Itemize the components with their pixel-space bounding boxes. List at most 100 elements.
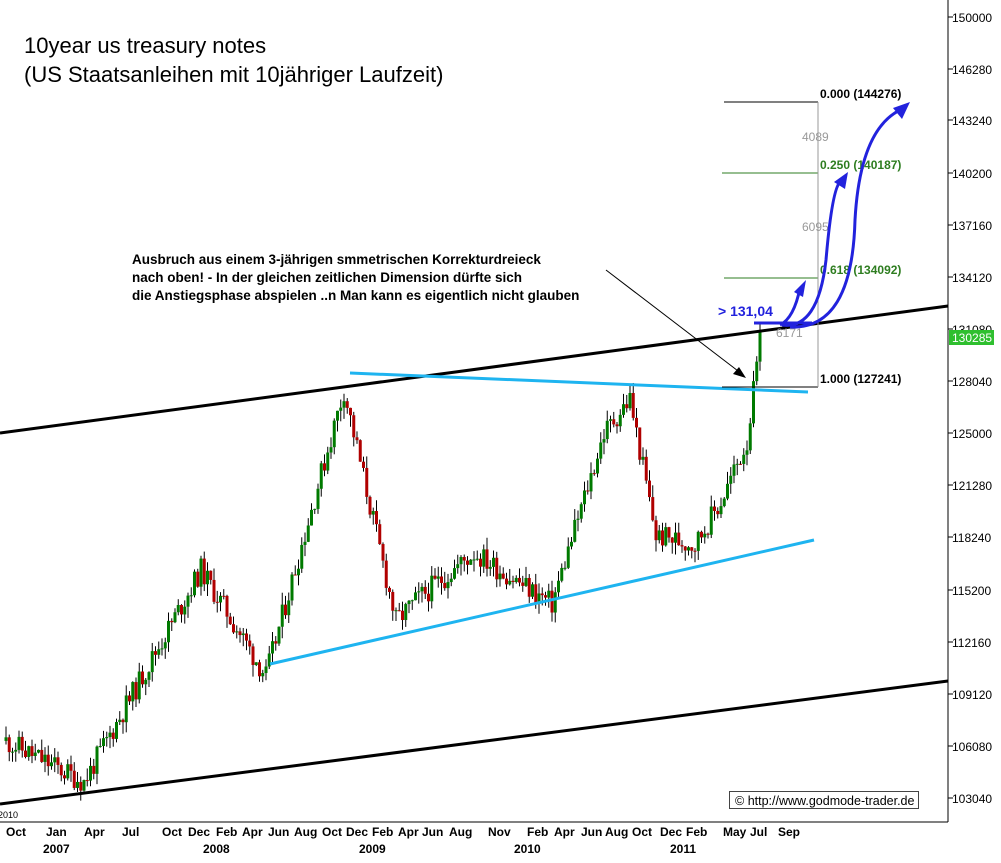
candle-body [219, 595, 222, 603]
candle-body [644, 456, 648, 481]
candle-body [89, 765, 92, 781]
candle-body [531, 584, 534, 597]
candle-body [407, 600, 411, 605]
x-tick-label: Feb [372, 825, 393, 839]
breakout-label: > 131,04 [718, 303, 773, 319]
y-tick-label: 121280 [952, 479, 992, 493]
candle-body [264, 666, 268, 674]
candle-body [479, 558, 482, 567]
candle-body [85, 780, 89, 782]
candle-body [215, 601, 219, 603]
candle-body [280, 604, 284, 627]
candle-body [719, 506, 723, 515]
x-tick-label: Jun [422, 825, 443, 839]
candle-body [618, 414, 622, 427]
candle-body [371, 511, 375, 515]
x-tick-label: Sep [778, 825, 800, 839]
candle-body [706, 533, 710, 535]
candle-body [443, 582, 447, 589]
candle-body [186, 595, 190, 607]
candle-body [173, 612, 177, 623]
candle-body [76, 781, 79, 788]
candle-body [472, 559, 476, 561]
y-tick-label: 115200 [952, 584, 991, 598]
candle-body [459, 557, 463, 565]
candle-body [547, 590, 551, 598]
candle-body [297, 568, 300, 576]
candle-body [316, 488, 320, 509]
candle-body [573, 519, 577, 542]
fib-ratio: 0.000 [820, 87, 850, 101]
fib-value: (144276) [853, 87, 901, 101]
candle-body [342, 401, 346, 408]
x-tick-label: Jul [750, 825, 767, 839]
candle-body [310, 509, 313, 526]
candle-body [514, 577, 518, 583]
candle-body [82, 780, 86, 791]
candle-body [180, 605, 183, 615]
candle-body [388, 587, 391, 592]
candle-body [713, 506, 716, 511]
candle-body [654, 520, 658, 541]
candle-body [368, 496, 372, 515]
candle-body [176, 605, 180, 613]
candle-body [664, 527, 668, 546]
candle-body [4, 737, 8, 741]
x-year-label: 2009 [359, 842, 386, 856]
annotation-pointer-head [733, 367, 746, 378]
lower-channel-line [0, 679, 949, 806]
candle-body [40, 749, 44, 762]
x-tick-label: Apr [242, 825, 263, 839]
candle-body [365, 467, 369, 497]
x-tick-label: Oct [6, 825, 26, 839]
candle-body [56, 757, 60, 765]
candle-body [323, 463, 326, 471]
candle-body [72, 770, 76, 788]
candle-body [404, 604, 408, 621]
y-tick-label: 109120 [952, 688, 992, 702]
candle-body [401, 610, 404, 621]
candle-body [742, 454, 746, 464]
candle-body [553, 592, 557, 613]
candle-body [225, 595, 229, 617]
annotation-line: nach oben! - In der gleichen zeitlichen … [132, 270, 523, 285]
candle-body [69, 764, 73, 771]
candle-body [111, 732, 115, 739]
candle-body [212, 579, 216, 602]
last-price-label: 130285 [952, 331, 992, 345]
x-tick-label: Aug [449, 825, 472, 839]
source-url: http://www.godmode-trader.de [747, 794, 915, 808]
candle-body [189, 595, 193, 597]
candle-body [384, 560, 388, 588]
y-tick-label: 112160 [952, 636, 991, 650]
candle-body [7, 737, 11, 753]
candle-body [222, 595, 226, 597]
annotation-line: die Anstiegsphase abspielen ..n Man kann… [132, 288, 580, 303]
fib-ratio: 0.618 [820, 263, 850, 277]
candle-body [14, 749, 18, 752]
candle-body [362, 461, 365, 468]
candle-body [79, 781, 83, 791]
fib-label: 0.618 (134092) [820, 263, 901, 277]
candle-body [693, 550, 697, 552]
x-tick-label: Feb [216, 825, 237, 839]
candle-body [300, 544, 304, 569]
candle-body [397, 610, 401, 612]
x-tick-label: Apr [554, 825, 575, 839]
candle-body [690, 547, 694, 551]
candle-body [251, 646, 255, 665]
candle-body [540, 593, 544, 596]
candle-body [329, 447, 333, 453]
candle-body [144, 679, 148, 685]
candle-body [118, 719, 122, 722]
candle-body [758, 330, 762, 362]
candle-body [131, 682, 135, 702]
candle-body [631, 393, 635, 418]
candle-body [508, 580, 512, 585]
candle-body [167, 620, 170, 643]
candle-body [625, 404, 629, 409]
candle-body [557, 580, 560, 593]
candle-body [128, 695, 131, 702]
candle-body [674, 532, 677, 543]
